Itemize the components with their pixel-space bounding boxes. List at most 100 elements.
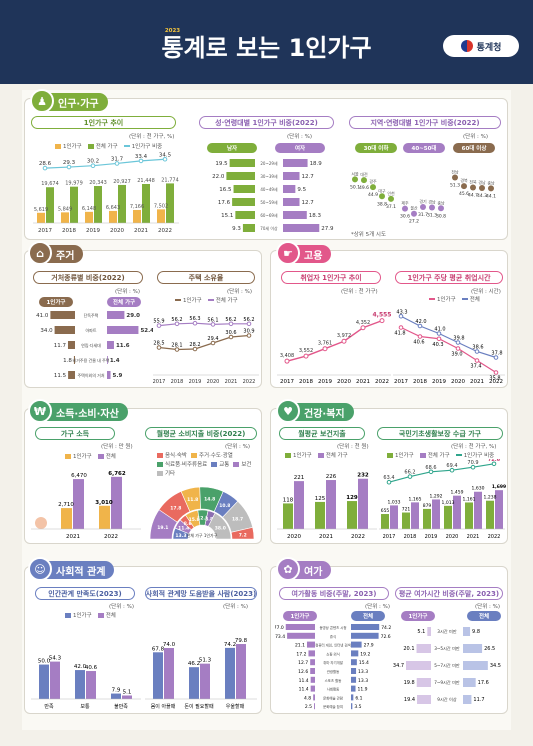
one-person-bar (37, 212, 45, 223)
work-hours-chart: 43.3 42.0 41.0 39.8 38.6 37.8 41.8 40.6 40.3 39.0… (393, 309, 505, 385)
time-label: 7~9시간 미만 (434, 679, 460, 686)
satisfaction-category-label: 불만족 (114, 703, 128, 710)
time-all-value: 34.5 (490, 663, 501, 669)
region-dot (452, 174, 458, 181)
year-label: 2022 (104, 534, 118, 540)
female-label: 여자 (275, 143, 325, 153)
spend-value: 15.8 (189, 517, 200, 523)
region-group-60s: 60대 이상 (453, 143, 495, 153)
population-trend-chart: 5,619 19,674 2017 5,849 19,979 2018 6,148 20,34… (33, 152, 179, 234)
medical-all-bar (326, 480, 336, 529)
basic-one-value: 1,161 (463, 496, 476, 502)
basic-all-value: 1,459 (451, 490, 464, 496)
year-label: 2022 (243, 379, 256, 385)
housing-type-label: 주택이외의 거처 (77, 372, 104, 378)
region-dot (461, 183, 467, 190)
housing-all-value: 52.4 (140, 328, 153, 334)
region-dot (411, 210, 417, 217)
housing-type-label: 비거주용 건물 내 주택 (73, 357, 110, 363)
activity-one-value: 4.8 (304, 695, 311, 701)
employment-tag: ☛ 고용 (276, 241, 332, 265)
population-trend-title: 1인가구 추이 (31, 116, 176, 129)
income-one-value: 2,710 (58, 502, 74, 508)
income-unit: (단위 : 만 원) (101, 444, 133, 450)
basic-all-value: 1,292 (430, 493, 443, 499)
male-value: 16.5 (219, 187, 232, 193)
basic-all-value: 1,165 (409, 496, 422, 502)
year-label: 2022 (489, 379, 503, 385)
region-dot (388, 195, 394, 202)
total-household-bar (166, 183, 174, 223)
owner-all-value: 56.2 (171, 317, 182, 323)
medical-one-value: 129 (346, 495, 358, 501)
male-label: 남자 (207, 143, 257, 153)
satisfaction-one-value: 7.9 (112, 688, 121, 694)
support-one-value: 46.2 (188, 661, 200, 667)
heart-icon: ♥ (276, 399, 300, 423)
time-one-bar (416, 678, 431, 687)
spend-value: 14.8 (204, 497, 215, 503)
population-card: 1인가구 추이 (단위 : 천 가구, %) 1인가구 전체 가구 1인가구 비… (24, 98, 508, 240)
spend-value: 13.3 (175, 533, 186, 539)
housing-all-value: 29.0 (126, 313, 140, 319)
time-one-value: 20.1 (403, 646, 414, 652)
female-bar (283, 211, 307, 219)
support-one-value: 74.2 (224, 642, 236, 648)
money-icon: ₩ (28, 399, 52, 423)
region-name: 제주 (401, 200, 409, 206)
housing-type-chart: 41.0 29.0 단독주택 34.0 52.4 아파트 11.7 11.6 연립·다세대 1.8… (36, 311, 153, 379)
workers-title: 취업자 1인가구 추이 (281, 271, 381, 284)
hours-one-point (493, 370, 499, 375)
owner-one-point (174, 347, 180, 352)
medical-one-value: 118 (283, 497, 294, 503)
region-value: 44.7 (468, 192, 478, 198)
support-all-value: 74.0 (163, 642, 176, 648)
region-value: 31.3 (427, 213, 437, 219)
activity-label: 컴퓨터 게임, 인터넷 검색 (315, 643, 351, 648)
total-household-value: 20,927 (113, 179, 131, 185)
year-label: 2021 (66, 534, 80, 540)
year-label: 2019 (425, 534, 438, 540)
gender-age-title: 성·연령대별 1인가구 비중(2022) (199, 116, 334, 129)
satisfaction-chart: 50.054.3 만족 42.040.6 보통 7.9 5.1 불만족 (31, 656, 141, 710)
housing-type-title: 거처종류별 비중(2022) (33, 271, 143, 284)
age-label: 30~39세 (260, 173, 278, 179)
time-all-value: 9.8 (472, 629, 480, 635)
connection-icon: ☺ (28, 557, 52, 581)
one-person-bar (61, 212, 69, 223)
time-all-value: 26.5 (484, 646, 495, 652)
workers-point (322, 346, 328, 352)
home-owner-chart: 55.9 56.2 56.3 56.1 56.2 56.2 28.5 28.1 28.2 29.4… (153, 316, 259, 385)
housing-all-value: 11.6 (116, 343, 130, 349)
region-name: 울산 (410, 205, 418, 211)
activity-one-bar (310, 659, 315, 666)
activity-all-value: 74.2 (381, 625, 391, 631)
owner-one-value: 28.5 (153, 341, 164, 347)
region-value: 27.2 (409, 219, 419, 225)
leisure-tag: ✿ 여가 (276, 557, 332, 581)
activity-one-value: 21.1 (295, 643, 305, 649)
home-owner-legend: 1인가구 전체 가구 (175, 296, 238, 304)
activity-label: 휴식 (330, 634, 336, 639)
spend-legend: 음식·숙박 주거·수도·광열 식료품·비주류음료 교통 보건 기타 (157, 451, 257, 477)
basic-one-bar (423, 508, 431, 529)
owner-one-value: 30.9 (243, 329, 254, 335)
owner-one-point (228, 334, 234, 340)
region-name: 경남 (478, 179, 486, 185)
support-unit: (단위 : %) (223, 604, 248, 610)
agency-logo: 통계청 (443, 35, 519, 57)
social-tag: ☺ 사회적 관계 (28, 557, 115, 581)
time-all-bar (463, 661, 488, 670)
one-person-bar (109, 210, 117, 223)
income-tag: ₩ 소득·소비·자산 (28, 399, 128, 423)
workers-value: 3,972 (337, 333, 351, 339)
hours-all-value: 37.8 (491, 351, 502, 357)
time-one-value: 5.1 (417, 629, 425, 635)
basic-one-bar (465, 502, 473, 529)
hours-one-value: 40.3 (432, 342, 443, 348)
total-household-value: 19,979 (65, 181, 83, 187)
people-icon: ♟ (30, 89, 54, 113)
population-tag: ♟ 인구·가구 (30, 89, 108, 113)
support-all-bar (236, 644, 246, 699)
activity-label: 동영상 콘텐츠 시청 (319, 625, 346, 630)
